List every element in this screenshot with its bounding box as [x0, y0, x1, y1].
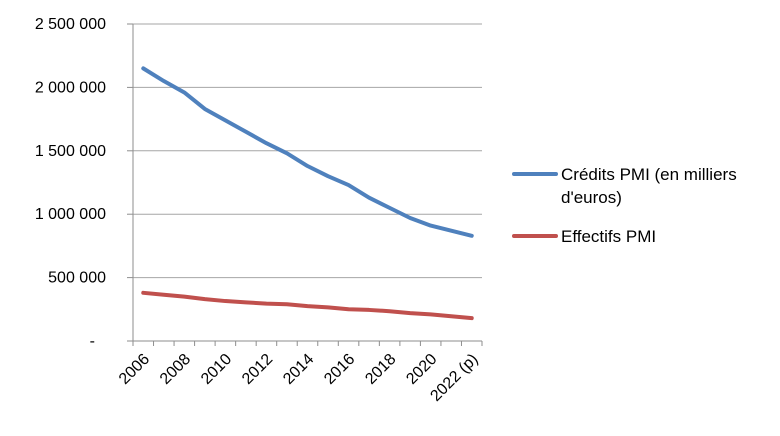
y-axis-label: 2 500 000 — [35, 16, 106, 33]
y-axis-label: 1 000 000 — [35, 206, 106, 223]
x-axis-label: 2014 — [280, 351, 317, 388]
y-axis-label: - — [90, 333, 95, 350]
x-axis-label: 2010 — [198, 351, 235, 388]
series-line-effectifs-pmi[interactable] — [141, 290, 474, 321]
y-axis-label: 2 000 000 — [35, 79, 106, 96]
x-axis-label: 2016 — [321, 351, 358, 388]
chart-legend: Crédits PMI (en milliers d'euros) Effect… — [512, 163, 780, 264]
x-axis-label: 2006 — [116, 351, 153, 388]
y-axis-label: 500 000 — [48, 270, 106, 287]
y-axis-label: 1 500 000 — [35, 143, 106, 160]
x-axis-label: 2020 — [403, 351, 440, 388]
legend-label-effectifs-pmi: Effectifs PMI — [561, 227, 657, 246]
legend-line-swatch-credits-pmi — [512, 172, 558, 176]
legend-item-effectifs-pmi[interactable]: Effectifs PMI — [512, 225, 780, 248]
x-axis-label: 2018 — [362, 351, 399, 388]
legend-line-swatch-effectifs-pmi — [512, 234, 558, 238]
series-line-credits-pmi[interactable] — [141, 66, 474, 238]
legend-item-credits-pmi[interactable]: Crédits PMI (en milliers d'euros) — [512, 163, 780, 209]
x-axis-label: 2008 — [157, 351, 194, 388]
x-axis-label: 2012 — [239, 351, 276, 388]
legend-label-credits-pmi: Crédits PMI (en milliers d'euros) — [561, 165, 737, 207]
